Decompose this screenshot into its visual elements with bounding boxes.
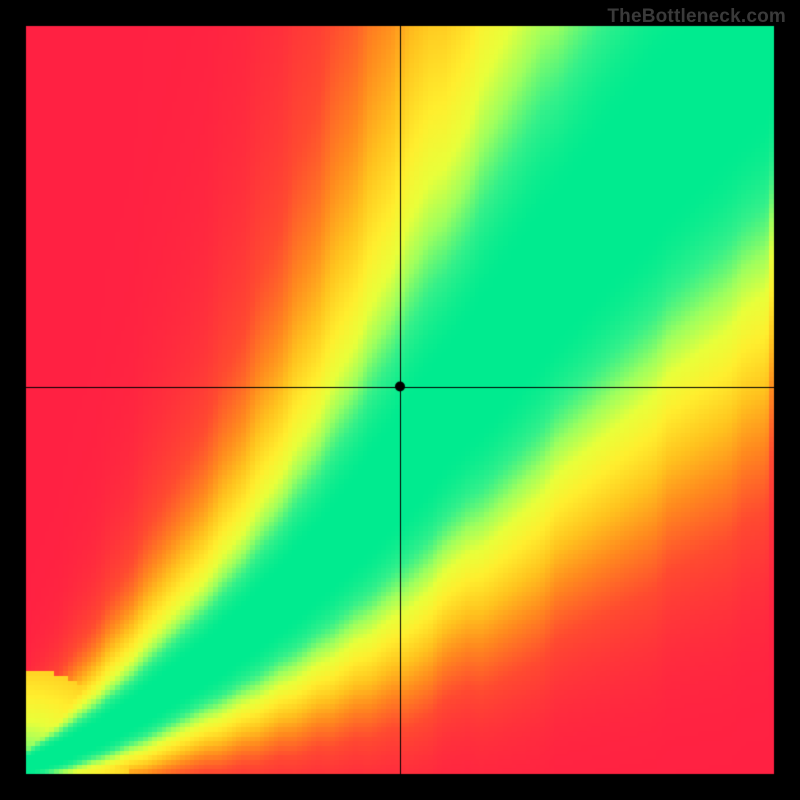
watermark-text: TheBottleneck.com [607, 6, 786, 28]
chart-container: TheBottleneck.com [0, 0, 800, 800]
heatmap-canvas [0, 0, 800, 800]
